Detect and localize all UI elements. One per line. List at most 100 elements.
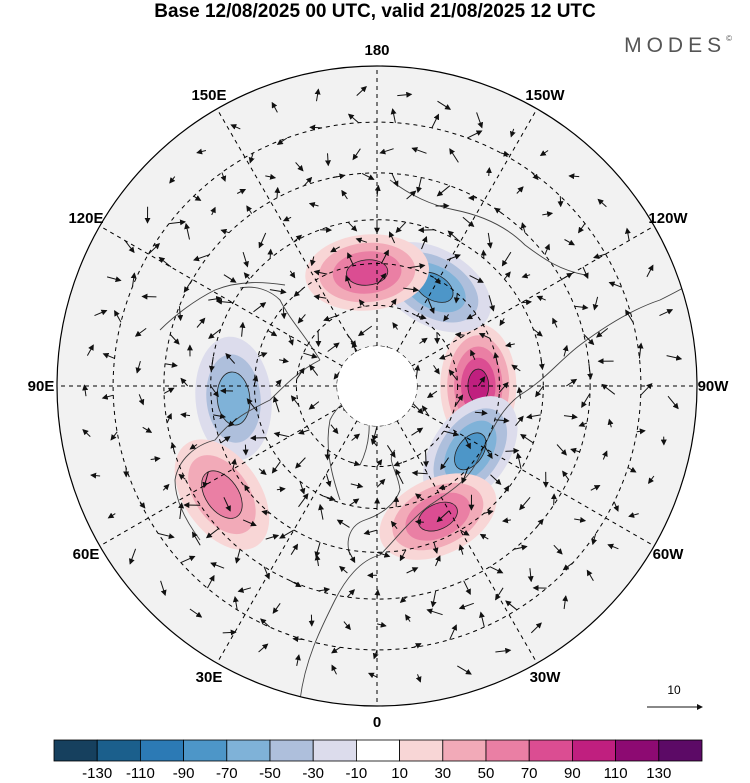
wind-vector <box>349 498 360 506</box>
longitude-labels: 180 150E 120E 90E 60E 30E 0 30W 60W 90W 120W 150W <box>28 42 730 731</box>
longitude-label: 0 <box>373 714 381 731</box>
wind-vector <box>244 484 251 494</box>
wind-vector <box>500 150 510 157</box>
wind-vector <box>526 413 541 420</box>
wind-vector <box>499 318 506 327</box>
wind-vector <box>243 272 250 280</box>
wind-vector <box>376 478 386 488</box>
wind-vector <box>535 385 544 398</box>
wind-vector <box>666 354 683 361</box>
wind-vector <box>454 394 464 408</box>
wind-vector <box>516 386 523 399</box>
latitude-circle <box>163 172 591 600</box>
wind-vector <box>397 91 413 98</box>
wind-vector <box>449 624 457 640</box>
wind-vector <box>479 533 489 540</box>
wind-vector <box>169 219 186 226</box>
wind-vector <box>333 371 341 380</box>
colorbar-tick-label: 10 <box>391 765 408 782</box>
wind-vector <box>597 198 607 208</box>
wind-vector <box>166 412 172 424</box>
wind-vector <box>505 600 518 611</box>
wind-vector <box>591 533 598 546</box>
wind-vector <box>347 549 356 564</box>
wind-vector <box>350 460 361 467</box>
colorbar-swatch <box>615 739 660 762</box>
wind-vector <box>309 124 323 131</box>
colorbar-tick-label: -90 <box>173 765 195 782</box>
wind-vector <box>395 468 404 485</box>
wind-vector <box>509 128 516 138</box>
wind-vector <box>356 86 367 96</box>
wind-vector <box>489 566 504 574</box>
wind-vector <box>330 246 340 253</box>
wind-vector <box>435 555 441 567</box>
wind-vector <box>189 608 203 618</box>
wind-vector <box>358 299 365 307</box>
wind-vector <box>202 471 209 489</box>
wind-vector <box>552 317 558 328</box>
wind-vector <box>454 331 465 338</box>
wind-vector <box>374 184 381 197</box>
wind-vector <box>562 344 569 357</box>
wind-vector <box>313 294 327 301</box>
wind-vector <box>443 430 460 437</box>
wind-vector <box>372 649 379 660</box>
wind-vector <box>193 195 202 201</box>
chart-title: Base 12/08/2025 00 UTC, valid 21/08/2025… <box>154 1 596 22</box>
wind-vector <box>530 622 542 634</box>
wind-vector <box>494 207 503 215</box>
copyright-mark: © <box>726 34 732 43</box>
colorbar-swatch <box>269 739 314 762</box>
eurasia-coast <box>299 269 697 701</box>
colorbar-tick-label: -10 <box>346 765 368 782</box>
wind-vector <box>267 248 274 259</box>
wind-vector <box>134 327 147 337</box>
wind-vector <box>361 172 375 180</box>
wind-vector <box>352 148 361 161</box>
wind-vector <box>502 517 511 524</box>
wind-vector <box>276 137 288 145</box>
wind-vector <box>578 223 586 234</box>
wind-vector <box>129 548 137 565</box>
wind-vector <box>479 611 485 628</box>
wind-vector <box>607 543 619 550</box>
longitude-label: 150E <box>191 87 226 104</box>
wind-vector <box>457 665 472 675</box>
wind-vector <box>371 425 378 442</box>
wind-vector <box>210 206 216 216</box>
wind-vector <box>332 173 346 180</box>
wind-vector <box>515 452 522 470</box>
wind-vector <box>210 385 219 398</box>
wind-vector <box>269 288 287 295</box>
wind-vector <box>511 364 521 372</box>
wind-vector <box>562 595 569 610</box>
wind-vector <box>258 352 268 358</box>
wind-vector <box>258 232 267 249</box>
wind-vector <box>498 381 509 393</box>
wind-vector <box>501 251 512 267</box>
wind-vector <box>282 215 292 222</box>
wind-vector <box>220 436 231 444</box>
wind-vector <box>230 124 241 130</box>
wind-vector <box>432 542 439 554</box>
wind-vector <box>297 314 306 324</box>
wind-vector <box>309 256 316 267</box>
wind-vector <box>415 314 427 320</box>
anomaly-contour <box>201 470 243 519</box>
wind-vector <box>180 555 196 564</box>
wind-vector <box>434 277 441 285</box>
meridian-line <box>411 225 655 367</box>
wind-vector <box>406 190 417 200</box>
wind-vector <box>376 551 391 558</box>
wind-vector <box>234 549 241 564</box>
wind-vector <box>189 443 198 450</box>
wind-vector <box>135 360 142 374</box>
europe-coast <box>347 449 401 556</box>
wind-vector <box>318 503 325 520</box>
wind-vector <box>293 234 303 243</box>
colorbar-tick-label: 110 <box>604 765 628 782</box>
wind-vector <box>399 549 407 562</box>
wind-vector <box>464 436 471 450</box>
brand-name: MODES <box>624 34 727 57</box>
